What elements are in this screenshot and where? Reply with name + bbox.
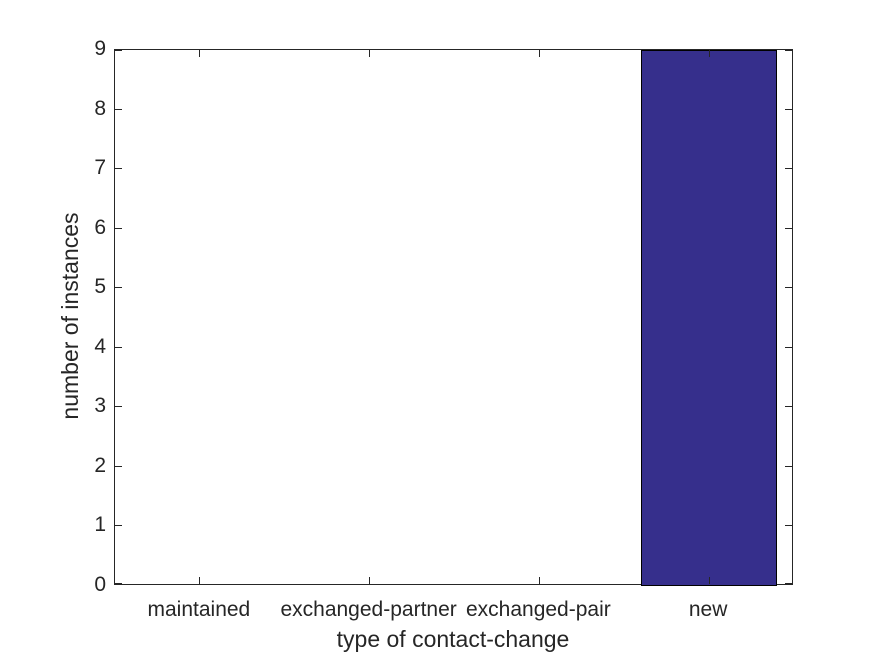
y-tick-left [115, 108, 122, 110]
y-tick-right [785, 227, 792, 229]
y-tick-left [115, 287, 122, 289]
plot-area [114, 49, 793, 586]
x-axis-label: type of contact-change [336, 626, 570, 652]
y-tick-label: 9 [94, 37, 106, 60]
y-tick-left [115, 525, 122, 527]
y-tick-right [785, 50, 792, 51]
y-tick-right [785, 168, 792, 170]
x-tick-top [369, 50, 371, 57]
y-tick-right [785, 108, 792, 110]
bar-new [641, 50, 778, 586]
x-tick-bottom [369, 577, 371, 584]
y-tick-label: 8 [94, 96, 106, 120]
y-tick-left [115, 50, 122, 51]
y-tick-right [785, 287, 792, 289]
y-tick-label: 1 [94, 513, 106, 537]
y-tick-label: 0 [94, 573, 106, 596]
y-tick-left [115, 168, 122, 170]
y-tick-label: 4 [94, 334, 106, 358]
x-tick-top [708, 50, 710, 57]
x-tick-top [538, 50, 540, 57]
x-tick-label-exchanged-partner: exchanged-partner [280, 598, 457, 621]
x-tick-label-maintained: maintained [147, 598, 251, 621]
y-tick-label: 7 [94, 156, 106, 180]
y-tick-left [115, 346, 122, 348]
y-tick-label: 2 [94, 453, 106, 477]
x-tick-label-new: new [688, 598, 728, 621]
y-axis-label: number of instances [57, 212, 83, 420]
y-tick-left [115, 583, 122, 584]
x-tick-label-exchanged-pair: exchanged-pair [465, 598, 611, 621]
y-tick-label: 5 [94, 275, 106, 299]
x-tick-bottom [708, 577, 710, 584]
y-tick-right [785, 583, 792, 584]
y-tick-right [785, 346, 792, 348]
y-tick-right [785, 525, 792, 527]
y-tick-left [115, 406, 122, 408]
y-tick-right [785, 406, 792, 408]
y-tick-left [115, 465, 122, 467]
x-tick-bottom [199, 577, 201, 584]
y-tick-label: 6 [94, 215, 106, 239]
y-tick-left [115, 227, 122, 229]
x-tick-bottom [538, 577, 540, 584]
x-tick-top [199, 50, 201, 57]
y-tick-label: 3 [94, 394, 106, 418]
y-tick-right [785, 465, 792, 467]
